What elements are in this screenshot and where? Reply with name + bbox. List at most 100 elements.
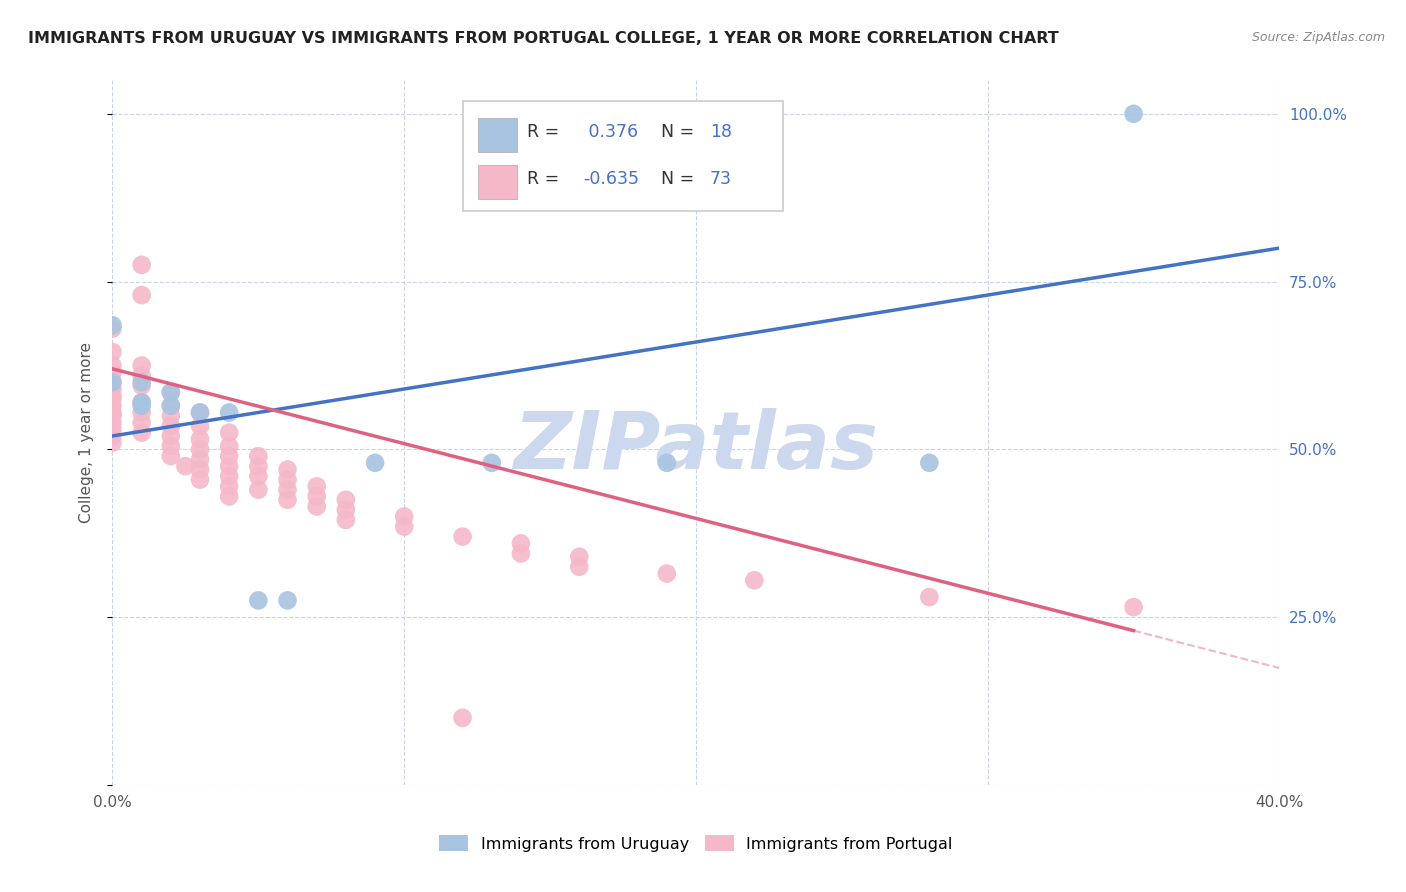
Point bbox=[218, 425, 240, 440]
Text: Source: ZipAtlas.com: Source: ZipAtlas.com bbox=[1251, 31, 1385, 45]
Point bbox=[160, 385, 183, 400]
Point bbox=[451, 530, 474, 544]
Point bbox=[188, 405, 211, 419]
Point bbox=[101, 321, 124, 335]
Point bbox=[160, 449, 183, 463]
Point bbox=[481, 456, 503, 470]
Point bbox=[131, 425, 153, 440]
Point bbox=[131, 395, 153, 409]
Point bbox=[1122, 600, 1144, 615]
Point bbox=[131, 416, 153, 430]
Point bbox=[131, 395, 153, 409]
Text: 0.376: 0.376 bbox=[582, 123, 638, 141]
Point bbox=[101, 382, 124, 396]
Point bbox=[335, 492, 357, 507]
Point bbox=[451, 711, 474, 725]
Point bbox=[188, 418, 211, 433]
Point bbox=[305, 500, 328, 514]
Point bbox=[568, 559, 591, 574]
Point bbox=[101, 365, 124, 379]
Point bbox=[188, 433, 211, 447]
Point bbox=[101, 405, 124, 419]
Point bbox=[101, 409, 124, 423]
Point bbox=[509, 536, 531, 550]
Point bbox=[218, 405, 240, 419]
Point bbox=[276, 492, 298, 507]
Point bbox=[364, 456, 387, 470]
FancyBboxPatch shape bbox=[478, 118, 517, 153]
Point bbox=[188, 452, 211, 467]
Point bbox=[188, 405, 211, 419]
Point bbox=[101, 345, 124, 359]
Point bbox=[131, 376, 153, 390]
Text: R =: R = bbox=[527, 170, 564, 188]
Text: N =: N = bbox=[661, 170, 700, 188]
Point bbox=[174, 459, 197, 474]
Point bbox=[131, 405, 153, 419]
Point bbox=[742, 574, 765, 588]
Point bbox=[247, 449, 270, 463]
Point bbox=[247, 483, 270, 497]
Point bbox=[218, 449, 240, 463]
Text: ZIPatlas: ZIPatlas bbox=[513, 408, 879, 486]
Point bbox=[218, 489, 240, 503]
Point bbox=[218, 439, 240, 453]
Point bbox=[101, 422, 124, 436]
Point bbox=[101, 429, 124, 443]
Text: -0.635: -0.635 bbox=[582, 170, 638, 188]
Point bbox=[305, 479, 328, 493]
Point bbox=[188, 462, 211, 476]
Point bbox=[918, 590, 941, 604]
Point bbox=[131, 258, 153, 272]
Point bbox=[131, 359, 153, 373]
Point bbox=[131, 378, 153, 392]
Point bbox=[655, 566, 678, 581]
Y-axis label: College, 1 year or more: College, 1 year or more bbox=[79, 343, 94, 523]
Point bbox=[276, 593, 298, 607]
Point bbox=[1122, 107, 1144, 121]
Point bbox=[276, 483, 298, 497]
Point bbox=[394, 509, 416, 524]
Text: R =: R = bbox=[527, 123, 564, 141]
Point bbox=[101, 376, 124, 390]
Point bbox=[276, 462, 298, 476]
FancyBboxPatch shape bbox=[463, 102, 783, 211]
Point bbox=[335, 513, 357, 527]
Text: N =: N = bbox=[661, 123, 700, 141]
Point bbox=[101, 399, 124, 413]
Point bbox=[131, 288, 153, 302]
Point bbox=[918, 456, 941, 470]
Point bbox=[276, 473, 298, 487]
Point bbox=[160, 409, 183, 423]
Point bbox=[655, 456, 678, 470]
Point bbox=[247, 459, 270, 474]
Point bbox=[160, 385, 183, 400]
Point bbox=[188, 473, 211, 487]
Point bbox=[160, 429, 183, 443]
Point bbox=[160, 418, 183, 433]
FancyBboxPatch shape bbox=[478, 165, 517, 200]
Point bbox=[394, 519, 416, 533]
Point bbox=[305, 489, 328, 503]
Point bbox=[101, 318, 124, 333]
Point bbox=[160, 399, 183, 413]
Point bbox=[160, 439, 183, 453]
Text: 73: 73 bbox=[710, 170, 733, 188]
Point bbox=[218, 459, 240, 474]
Point bbox=[101, 376, 124, 390]
Point bbox=[160, 399, 183, 413]
Text: IMMIGRANTS FROM URUGUAY VS IMMIGRANTS FROM PORTUGAL COLLEGE, 1 YEAR OR MORE CORR: IMMIGRANTS FROM URUGUAY VS IMMIGRANTS FR… bbox=[28, 31, 1059, 46]
Point bbox=[247, 593, 270, 607]
Point bbox=[509, 546, 531, 560]
Text: 18: 18 bbox=[710, 123, 733, 141]
Point bbox=[131, 368, 153, 383]
Point bbox=[101, 392, 124, 406]
Point bbox=[247, 469, 270, 483]
Point bbox=[131, 399, 153, 413]
Point bbox=[218, 469, 240, 483]
Point bbox=[335, 503, 357, 517]
Point bbox=[101, 435, 124, 450]
Legend: Immigrants from Uruguay, Immigrants from Portugal: Immigrants from Uruguay, Immigrants from… bbox=[433, 829, 959, 858]
Point bbox=[101, 389, 124, 403]
Point bbox=[188, 442, 211, 457]
